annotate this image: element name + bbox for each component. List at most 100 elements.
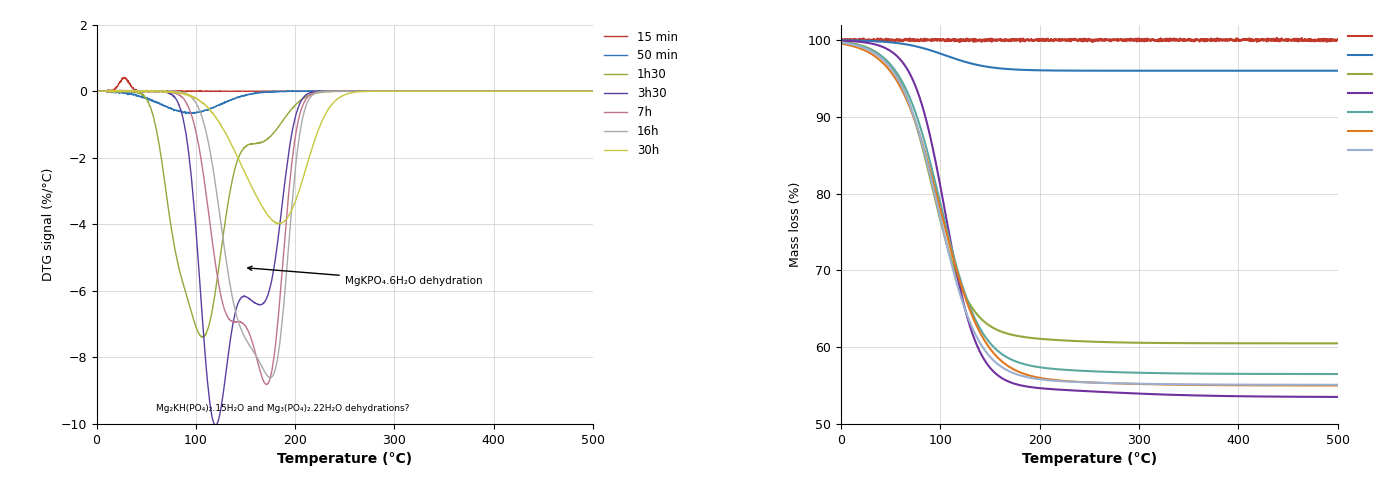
Line: 15 min: 15 min — [97, 77, 593, 92]
50 min — [1316, 68, 1332, 73]
3h30 — [480, 88, 496, 94]
16h — [571, 88, 587, 94]
15 min — [1062, 38, 1078, 44]
X-axis label: Temperature (°C): Temperature (°C) — [277, 452, 412, 466]
3h30 — [833, 37, 849, 43]
15 min — [1329, 36, 1346, 42]
16h — [330, 88, 346, 94]
15 min — [114, 75, 131, 81]
1h30 — [480, 88, 496, 94]
3h30 — [330, 88, 346, 94]
3h30 — [1329, 394, 1346, 400]
30h — [833, 39, 849, 45]
15 min — [1316, 36, 1332, 42]
Line: 7h: 7h — [841, 42, 1338, 374]
50 min — [330, 88, 346, 94]
1h30 — [194, 334, 211, 340]
16h — [480, 88, 496, 94]
3h30 — [317, 88, 334, 94]
15 min — [317, 88, 334, 94]
7h — [113, 88, 130, 94]
3h30 — [1062, 387, 1078, 393]
16h — [262, 375, 279, 381]
50 min — [1329, 68, 1346, 73]
1h30 — [1316, 340, 1332, 346]
Line: 1h30: 1h30 — [841, 42, 1338, 343]
7h — [1062, 367, 1078, 373]
7h — [1074, 368, 1091, 374]
15 min — [1318, 39, 1335, 45]
7h — [571, 88, 587, 94]
50 min — [571, 88, 587, 94]
3h30 — [1223, 393, 1240, 399]
3h30 — [88, 88, 105, 94]
30h — [480, 88, 496, 94]
15 min — [99, 89, 116, 95]
15 min — [833, 36, 849, 42]
16h — [317, 88, 334, 94]
16h — [1223, 382, 1240, 388]
16h — [571, 88, 587, 94]
Text: MgKPO₄.6H₂O dehydration: MgKPO₄.6H₂O dehydration — [248, 266, 483, 286]
30h — [330, 95, 346, 101]
1h30 — [833, 39, 849, 45]
7h — [833, 39, 849, 45]
7h — [585, 88, 601, 94]
Line: 7h: 7h — [97, 90, 593, 385]
7h — [258, 382, 274, 387]
15 min — [1223, 37, 1240, 43]
50 min — [858, 38, 874, 44]
30h — [103, 87, 120, 93]
3h30 — [571, 88, 587, 94]
1h30 — [571, 88, 587, 94]
7h — [88, 88, 105, 94]
15 min — [480, 88, 496, 94]
15 min — [1294, 35, 1310, 41]
30h — [1329, 382, 1346, 388]
16h — [1062, 378, 1078, 384]
Text: Mg₂KH(PO₄)₂.15H₂O and Mg₃(PO₄)₂.22H₂O dehydrations?: Mg₂KH(PO₄)₂.15H₂O and Mg₃(PO₄)₂.22H₂O de… — [156, 404, 410, 413]
50 min — [98, 88, 114, 94]
3h30 — [1314, 394, 1331, 400]
X-axis label: Temperature (°C): Temperature (°C) — [1022, 452, 1157, 466]
3h30 — [127, 87, 143, 93]
1h30 — [317, 89, 334, 95]
30h — [1314, 382, 1331, 387]
30h — [585, 88, 601, 94]
Line: 30h: 30h — [97, 90, 593, 224]
50 min — [88, 88, 105, 94]
Line: 16h: 16h — [841, 44, 1338, 386]
7h — [125, 87, 142, 93]
50 min — [317, 88, 334, 94]
7h — [317, 88, 334, 94]
50 min — [1074, 68, 1091, 73]
16h — [131, 87, 148, 93]
16h — [858, 48, 874, 54]
16h — [88, 88, 105, 94]
15 min — [585, 88, 601, 94]
15 min — [116, 74, 132, 80]
15 min — [1316, 35, 1332, 41]
3h30 — [585, 88, 601, 94]
7h — [1314, 371, 1331, 377]
7h — [571, 88, 587, 94]
30h — [858, 46, 874, 52]
Line: 1h30: 1h30 — [97, 90, 593, 337]
1h30 — [585, 88, 601, 94]
1h30 — [1223, 340, 1240, 346]
15 min — [571, 88, 587, 94]
1h30 — [571, 88, 587, 94]
3h30 — [1316, 394, 1332, 400]
50 min — [571, 88, 587, 94]
Line: 15 min: 15 min — [841, 38, 1338, 42]
30h — [1223, 382, 1240, 387]
50 min — [833, 37, 849, 43]
3h30 — [113, 88, 130, 94]
1h30 — [1329, 340, 1346, 346]
3h30 — [1074, 388, 1091, 394]
16h — [585, 88, 601, 94]
3h30 — [571, 88, 587, 94]
7h — [330, 88, 346, 94]
1h30 — [1074, 338, 1091, 344]
1h30 — [114, 88, 131, 94]
